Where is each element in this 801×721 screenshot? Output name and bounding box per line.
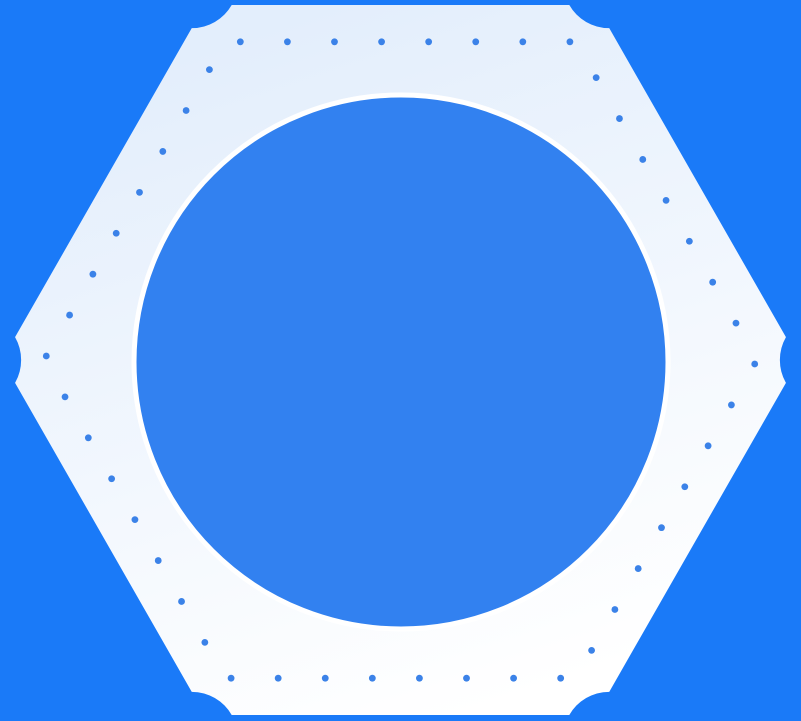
ring-dot	[136, 188, 143, 196]
ring-dot	[704, 442, 712, 450]
ring-dot	[331, 38, 338, 46]
ring-dot	[42, 352, 50, 360]
ring-dot	[201, 638, 209, 646]
ring-dot	[66, 311, 73, 319]
ring-dot	[588, 646, 595, 654]
ring-dot	[557, 674, 565, 682]
ring-dot	[108, 475, 116, 483]
ring-dot	[112, 229, 120, 237]
ring-dot	[662, 196, 670, 204]
ring-dot	[639, 156, 647, 163]
ring-dot	[709, 278, 717, 286]
ring-dot	[425, 38, 433, 46]
ring-dot	[154, 557, 162, 564]
ring-dot	[182, 107, 190, 114]
ring-dot	[463, 674, 470, 682]
ring-dot	[378, 38, 385, 46]
ring-dot	[519, 38, 527, 46]
center-circle-shape	[131, 92, 671, 632]
ring-dot	[236, 38, 244, 46]
ring-dot	[206, 66, 213, 74]
ring-dot	[634, 565, 642, 572]
ring-dot	[274, 674, 282, 682]
ring-dot	[131, 516, 139, 524]
ring-dot	[84, 434, 92, 442]
ring-dot	[89, 270, 97, 278]
ring-dot	[227, 674, 235, 682]
ring-dot	[592, 74, 600, 82]
ring-dot	[566, 38, 574, 46]
ring-dot	[178, 598, 185, 605]
ring-dot	[616, 115, 623, 122]
dot-ring-group	[42, 38, 759, 682]
ring-dot	[321, 674, 329, 682]
ring-dot	[658, 524, 665, 532]
ring-dot	[681, 483, 689, 491]
ring-dot	[416, 674, 423, 682]
ring-dot	[368, 674, 376, 682]
ring-dot	[732, 319, 740, 327]
ring-dot	[61, 393, 69, 401]
ring-dot	[472, 38, 480, 46]
ring-dot	[685, 237, 693, 245]
ring-dot	[510, 674, 517, 682]
ring-dot	[611, 606, 619, 613]
ring-dot	[728, 401, 735, 409]
ring-dot	[159, 148, 167, 155]
ring-dot	[751, 360, 759, 368]
ring-dot	[284, 38, 291, 46]
